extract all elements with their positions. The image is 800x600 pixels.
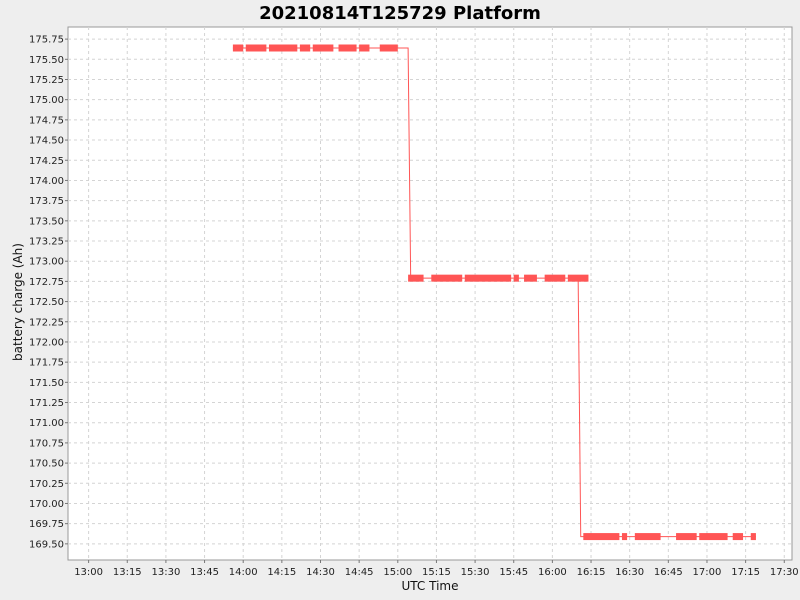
- x-tick-label: 16:00: [538, 567, 567, 578]
- data-point-cluster: [299, 44, 311, 52]
- x-tick-label: 13:45: [190, 567, 219, 578]
- y-tick-label: 171.00: [29, 418, 64, 429]
- x-tick-label: 14:00: [229, 567, 258, 578]
- data-point-cluster: [431, 274, 463, 282]
- x-tick-label: 17:00: [693, 567, 722, 578]
- data-point-cluster: [676, 533, 697, 541]
- y-tick-label: 175.50: [29, 55, 64, 66]
- y-tick-label: 172.00: [29, 337, 64, 348]
- x-tick-label: 13:30: [151, 567, 180, 578]
- chart-title: 20210814T125729 Platform: [259, 3, 541, 24]
- y-tick-label: 174.25: [29, 156, 64, 167]
- y-tick-label: 170.75: [29, 438, 64, 449]
- x-tick-label: 14:45: [345, 567, 374, 578]
- y-tick-label: 170.50: [29, 459, 64, 470]
- grid-lines: [68, 27, 792, 560]
- x-tick-label: 16:30: [615, 567, 644, 578]
- y-tick-label: 175.75: [29, 35, 64, 46]
- data-point-cluster: [338, 44, 357, 52]
- data-point-cluster: [583, 533, 620, 541]
- x-tick-label: 13:15: [113, 567, 142, 578]
- data-point-cluster: [464, 274, 512, 282]
- x-tick-label: 15:15: [422, 567, 451, 578]
- y-tick-label: 174.75: [29, 115, 64, 126]
- y-tick-label: 169.75: [29, 519, 64, 530]
- plot-area: [67, 26, 793, 561]
- y-tick-label: 174.00: [29, 176, 64, 187]
- x-tick-label: 15:00: [383, 567, 412, 578]
- y-tick-label: 173.00: [29, 257, 64, 268]
- data-point-cluster: [245, 44, 267, 52]
- y-tick-label: 173.50: [29, 216, 64, 227]
- y-tick-label: 173.25: [29, 237, 64, 248]
- data-point-cluster: [621, 533, 628, 541]
- y-axis: 175.75 175.50 175.25 175.00 174.75 174.50 174.…: [29, 35, 68, 550]
- data-point-cluster: [634, 533, 661, 541]
- data-point-cluster: [408, 274, 424, 282]
- y-tick-label: 173.75: [29, 196, 64, 207]
- x-axis: 13:00 13:15 13:30 13:45 14:00 14:15 14:30 14:45…: [74, 560, 799, 578]
- data-point-cluster: [513, 274, 519, 282]
- x-tick-label: 17:30: [770, 567, 799, 578]
- data-point-cluster: [359, 44, 370, 52]
- data-point-cluster: [567, 274, 589, 282]
- x-tick-label: 17:15: [731, 567, 760, 578]
- data-point-cluster: [268, 44, 298, 52]
- y-tick-label: 174.50: [29, 136, 64, 147]
- x-tick-label: 14:15: [267, 567, 296, 578]
- y-tick-label: 170.00: [29, 499, 64, 510]
- data-point-cluster: [732, 533, 744, 541]
- y-tick-label: 172.75: [29, 277, 64, 288]
- x-tick-label: 16:15: [577, 567, 606, 578]
- y-tick-label: 175.00: [29, 95, 64, 106]
- x-tick-label: 15:30: [461, 567, 490, 578]
- series-1: [232, 44, 756, 541]
- data-point-cluster: [750, 533, 756, 541]
- data-point-cluster: [699, 533, 728, 541]
- x-tick-label: 13:00: [74, 567, 103, 578]
- y-tick-label: 169.50: [29, 539, 64, 550]
- y-tick-label: 175.25: [29, 75, 64, 86]
- data-point-cluster: [232, 44, 244, 52]
- data-point-cluster: [379, 44, 398, 52]
- y-axis-label: battery charge (Ah): [11, 243, 25, 361]
- y-tick-label: 170.25: [29, 479, 64, 490]
- x-tick-label: 14:30: [306, 567, 335, 578]
- data-point-cluster: [524, 274, 537, 282]
- y-tick-label: 171.75: [29, 358, 64, 369]
- x-axis-label: UTC Time: [402, 579, 459, 593]
- y-tick-label: 171.50: [29, 378, 64, 389]
- y-tick-label: 172.50: [29, 297, 64, 308]
- data-point-cluster: [312, 44, 334, 52]
- y-tick-label: 172.25: [29, 317, 64, 328]
- data-point-cluster: [544, 274, 566, 282]
- x-tick-label: 16:45: [654, 567, 683, 578]
- x-tick-label: 15:45: [499, 567, 528, 578]
- y-tick-label: 171.25: [29, 398, 64, 409]
